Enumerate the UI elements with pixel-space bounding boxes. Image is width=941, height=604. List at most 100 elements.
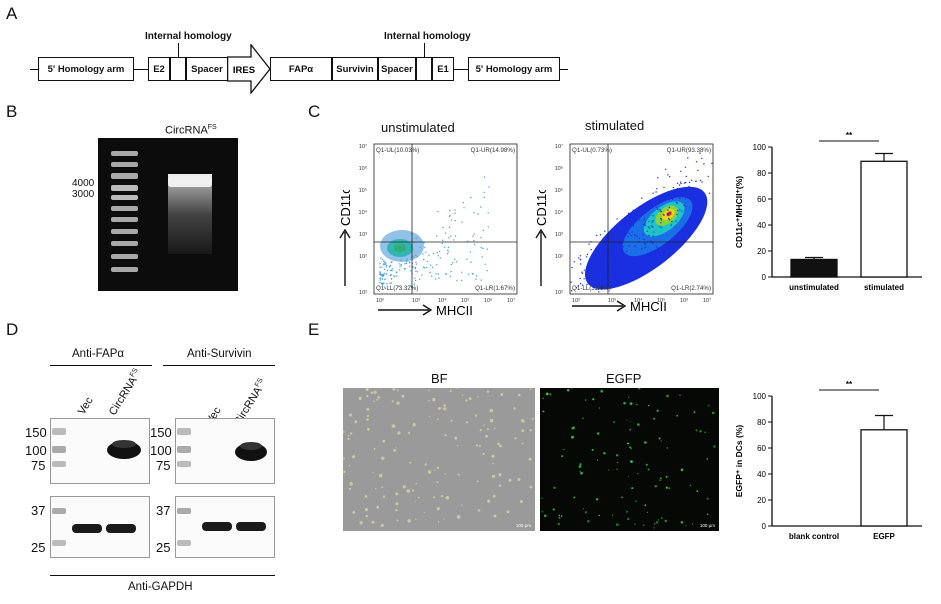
y-tick-label: 20 — [757, 247, 766, 256]
y-tick-label: 40 — [757, 470, 766, 479]
flow-xlabel-stim: MHCII — [630, 299, 667, 314]
fapa-box: FAPα — [270, 57, 332, 81]
y-tick-label: 80 — [757, 418, 766, 427]
significance-marker: ** — [846, 380, 853, 389]
mw-37-a: 37 — [31, 503, 46, 518]
spacer-box-1: Spacer — [186, 57, 228, 81]
svg-text:10⁵: 10⁵ — [657, 297, 665, 304]
flow-xlabel-unstim: MHCII — [436, 303, 473, 318]
y-tick-label: 60 — [757, 195, 766, 204]
svg-text:10⁷: 10⁷ — [555, 143, 563, 150]
flow-x-arrow-unstim: MHCII — [378, 303, 473, 318]
svg-text:10⁶: 10⁶ — [359, 165, 367, 172]
unstim-q-ur: Q1-UR(14.98%) — [471, 147, 515, 154]
scale-bar-egfp: 100 μm — [700, 523, 715, 528]
svg-text:10⁴: 10⁴ — [555, 209, 564, 216]
y-tick-label: 40 — [757, 221, 766, 230]
svg-text:10²: 10² — [359, 254, 367, 260]
mw-25-a: 25 — [31, 540, 46, 555]
svg-text:10³: 10³ — [608, 298, 616, 304]
y-tick-label: 100 — [753, 392, 767, 401]
anti-fapa-label: Anti-FAPα — [72, 348, 125, 360]
mw-25-b: 25 — [156, 540, 171, 555]
scale-bar-bf: 100 μm — [516, 523, 531, 528]
lane-vec-1: Vec — [75, 395, 96, 417]
spacer-box-2: Spacer — [378, 57, 416, 81]
internal-homology-left: Internal homology — [145, 31, 232, 42]
mw-150-b: 150 — [150, 425, 172, 440]
stim-q-ll: Q1-LL(3.16%) — [572, 285, 611, 292]
flow-y-arrow-stim: CD11c — [534, 190, 549, 286]
bar-0 — [790, 258, 838, 278]
blot-survivin — [175, 418, 275, 484]
svg-text:10²: 10² — [555, 290, 563, 296]
micro-bf-image: 100 μm — [343, 388, 535, 531]
flow-ylabel-stim: CD11c — [534, 190, 549, 226]
micro-egfp-title: EGFP — [606, 371, 642, 386]
x-tick-label-0: blank control — [789, 532, 839, 541]
svg-text:10⁴: 10⁴ — [634, 297, 643, 304]
significance-marker: ** — [846, 131, 853, 140]
svg-text:10²: 10² — [572, 298, 580, 304]
flow-x-arrow-stim: MHCII — [572, 299, 667, 314]
x-tick-label-0: unstimulated — [789, 283, 839, 292]
homology-box-left — [170, 57, 186, 81]
y-axis-label: EGFP⁺ in DCs (%) — [734, 425, 744, 498]
svg-text:10⁷: 10⁷ — [359, 143, 367, 150]
svg-text:10²: 10² — [376, 298, 384, 304]
unstim-q-ll: Q1-LL(73.32%) — [376, 285, 418, 292]
stim-q-ul: Q1-UL(0.73%) — [572, 147, 612, 154]
unstim-q-lr: Q1-LR(1.67%) — [475, 285, 515, 292]
stim-q-lr: Q1-LR(2.74%) — [671, 285, 711, 292]
mw-37-b: 37 — [156, 503, 171, 518]
ires-label: IRES — [233, 65, 255, 76]
mw-75-a: 75 — [31, 458, 46, 473]
svg-text:10²: 10² — [555, 254, 563, 260]
svg-text:10⁶: 10⁶ — [555, 165, 563, 172]
lane-circ-1: CircRNAFS — [106, 367, 140, 418]
micro-egfp-image: 100 μm — [540, 388, 719, 531]
stim-q-ur: Q1-UR(93.38%) — [667, 147, 711, 154]
panel-label-e: E — [308, 320, 320, 339]
right-homology-arm: 5' Homology arm — [468, 57, 560, 81]
blot-gapdh-1 — [50, 496, 150, 558]
survivin-box: Survivin — [332, 57, 378, 81]
anti-survivin-label: Anti-Survivin — [187, 348, 252, 360]
svg-text:10⁷: 10⁷ — [507, 297, 515, 304]
panel-label-b: B — [6, 102, 18, 121]
panel-label-c: C — [308, 102, 321, 121]
blot-fapa — [50, 418, 150, 484]
mw-100-b: 100 — [150, 443, 172, 458]
gel-marker-3000: 3000 — [72, 189, 95, 200]
svg-text:10⁴: 10⁴ — [359, 209, 368, 216]
bar-chart-egfp: 0 20 40 60 80 100 blank control EGFP ** EGFP⁺ in … — [734, 380, 922, 541]
bar-1 — [860, 160, 908, 278]
panel-label-d: D — [6, 320, 19, 339]
panel-label-a: A — [6, 4, 18, 23]
bar-1 — [860, 429, 908, 527]
y-tick-label: 100 — [753, 143, 767, 152]
svg-text:10⁷: 10⁷ — [703, 297, 711, 304]
flow-y-arrow-unstim: CD11c — [338, 190, 353, 286]
flow-title-stimulated: stimulated — [585, 118, 645, 133]
flow-plot-unstimulated: 10⁷ 10⁶ 10⁵ 10⁴ 10³ 10² 10² 10² 10³ 10⁴ … — [359, 143, 518, 304]
gel-title: CircRNAFS — [165, 124, 217, 137]
svg-text:10²: 10² — [359, 290, 367, 296]
y-tick-label: 0 — [762, 522, 767, 531]
agarose-gel-image — [98, 138, 238, 291]
y-tick-label: 60 — [757, 444, 766, 453]
mw-100-a: 100 — [25, 443, 47, 458]
svg-text:10⁶: 10⁶ — [680, 297, 688, 304]
flow-ylabel-unstim: CD11c — [338, 190, 353, 226]
y-tick-label: 20 — [757, 496, 766, 505]
internal-homology-right: Internal homology — [384, 31, 471, 42]
svg-text:10³: 10³ — [412, 298, 420, 304]
e1-box: E1 — [432, 57, 454, 81]
blot-gapdh-2 — [175, 496, 275, 558]
svg-text:10³: 10³ — [359, 232, 367, 238]
bar-chart-cd11c: 0 20 40 60 80 100 unstimulated stimulated ** CD11… — [734, 131, 922, 292]
left-homology-arm: 5' Homology arm — [38, 57, 134, 81]
y-tick-label: 80 — [757, 169, 766, 178]
x-tick-label-1: EGFP — [873, 532, 895, 541]
svg-text:10⁵: 10⁵ — [555, 187, 563, 194]
